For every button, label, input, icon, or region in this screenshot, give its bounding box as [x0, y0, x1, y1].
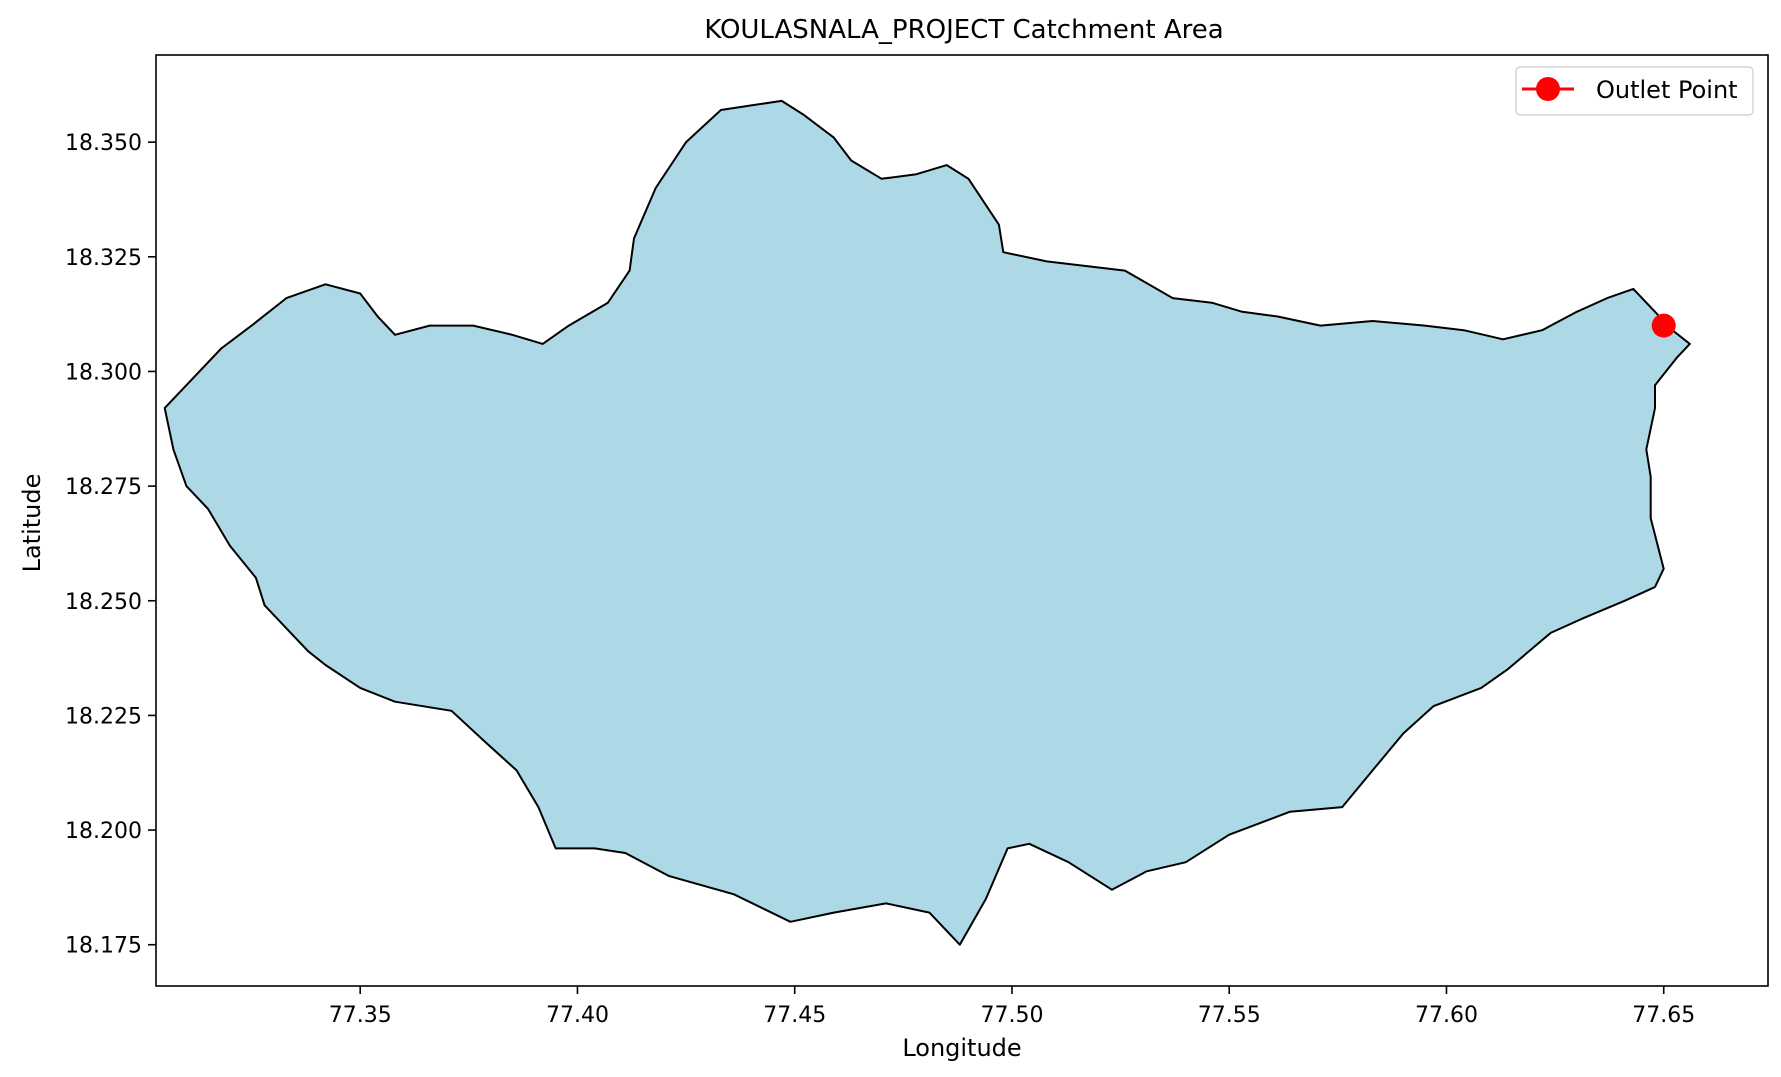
x-tick-label: 77.35 [329, 1003, 392, 1028]
y-tick-label: 18.350 [65, 131, 142, 156]
x-tick-label: 77.45 [763, 1003, 826, 1028]
y-axis-ticks: 18.175 18.200 18.225 18.250 18.275 18.300 18.3… [65, 131, 156, 959]
legend-box [1515, 66, 1754, 116]
legend: Outlet Point [1515, 66, 1754, 116]
catchment-polygon [163, 99, 1691, 946]
x-tick-label: 77.50 [980, 1003, 1043, 1028]
y-axis-label: Latitude [18, 474, 46, 573]
y-tick-label: 18.250 [65, 590, 142, 615]
outlet-point-marker [1651, 313, 1676, 338]
x-tick-label: 77.65 [1632, 1003, 1695, 1028]
plot-area [163, 99, 1691, 946]
y-tick-label: 18.325 [65, 246, 142, 271]
x-tick-label: 77.40 [546, 1003, 609, 1028]
plot-frame [155, 54, 1769, 987]
x-axis-label: Longitude [902, 1034, 1021, 1062]
legend-marker-icon [1536, 77, 1560, 101]
chart-title: KOULASNALA_PROJECT Catchment Area [704, 15, 1223, 45]
x-axis-ticks: 77.35 77.40 77.45 77.50 77.55 77.60 77.65 [329, 986, 1695, 1028]
y-tick-label: 18.225 [65, 704, 142, 729]
y-tick-label: 18.300 [65, 360, 142, 385]
x-tick-label: 77.55 [1198, 1003, 1261, 1028]
y-tick-label: 18.175 [65, 934, 142, 959]
x-tick-label: 77.60 [1415, 1003, 1478, 1028]
y-tick-label: 18.275 [65, 475, 142, 500]
y-tick-label: 18.200 [65, 819, 142, 844]
legend-label: Outlet Point [1596, 76, 1738, 104]
